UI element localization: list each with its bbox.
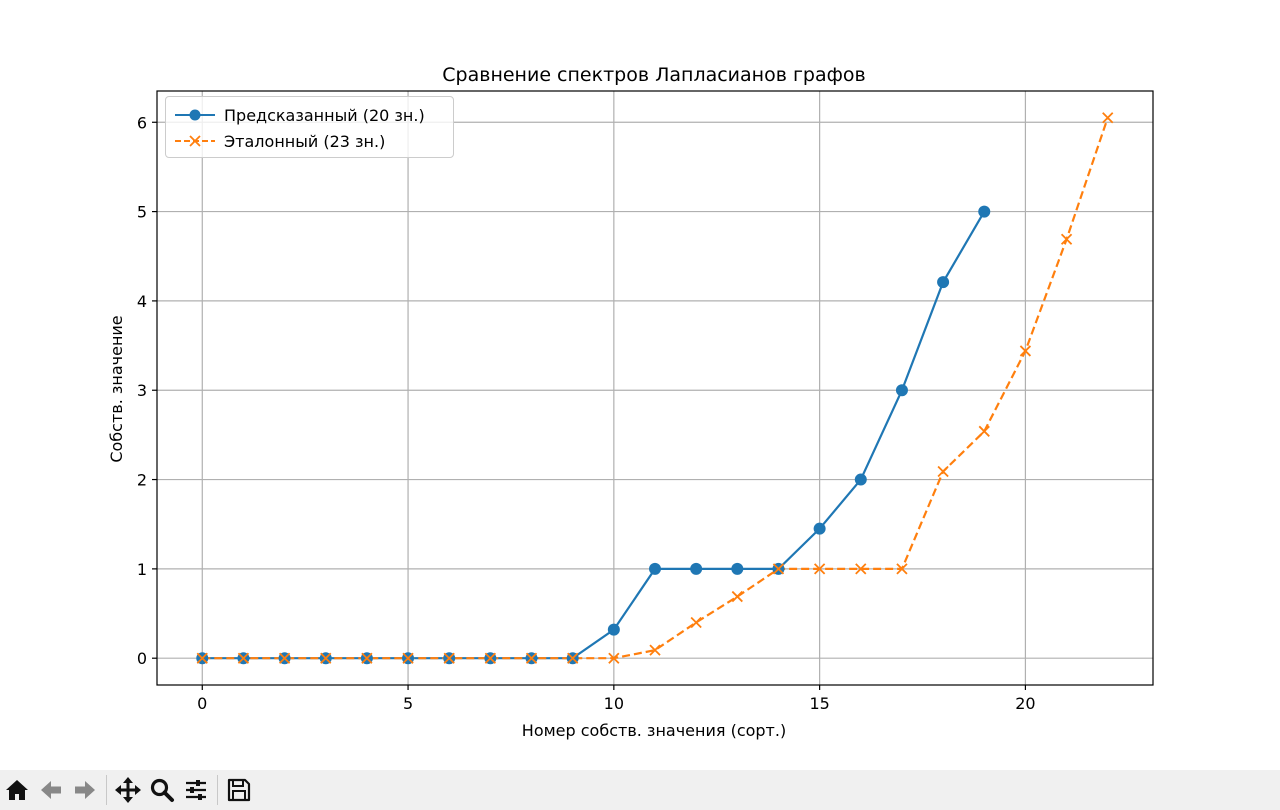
pan-icon	[115, 777, 141, 803]
data-point	[525, 652, 538, 664]
legend-item-predicted: Предсказанный (20 зн.)	[166, 103, 453, 127]
home-icon	[6, 780, 28, 800]
y-tick-label: 3	[137, 381, 147, 400]
y-tick-label: 1	[137, 560, 147, 579]
data-point	[895, 384, 908, 397]
chart-title: Сравнение спектров Лапласианов графов	[442, 64, 865, 86]
data-point	[361, 652, 373, 664]
data-point	[855, 563, 867, 575]
y-tick-label: 2	[137, 471, 147, 490]
data-point	[1019, 345, 1032, 357]
legend-label-predicted: Предсказанный (20 зн.)	[224, 106, 425, 125]
data-point	[978, 425, 990, 437]
data-point	[937, 276, 950, 289]
grid	[157, 91, 1153, 685]
data-point	[813, 522, 826, 535]
x-axis-label: Номер собств. значения (сорт.)	[522, 721, 786, 740]
back-button[interactable]	[34, 773, 68, 807]
zoom-button[interactable]	[145, 773, 179, 807]
data-point	[607, 623, 620, 636]
figure: 0 5 10 15 20 0 1 2 3 4 5 6 Сравнение спектров Лапла…	[107, 64, 1154, 740]
ticks: 0 5 10 15 20 0 1 2 3 4 5 6	[137, 113, 1036, 713]
x-tick-label: 15	[809, 694, 829, 713]
series-layer	[196, 112, 1114, 665]
home-button[interactable]	[0, 773, 34, 807]
data-point	[690, 616, 702, 629]
x-tick-label: 10	[604, 694, 624, 713]
save-icon	[227, 778, 251, 802]
y-tick-label: 0	[137, 649, 147, 668]
x-tick-label: 5	[403, 694, 413, 713]
y-tick-label: 5	[137, 203, 147, 222]
toolbar	[0, 770, 1280, 810]
data-point	[484, 652, 497, 664]
x-tick-label: 20	[1015, 694, 1035, 713]
series-line-1	[202, 117, 1109, 660]
data-point	[854, 473, 867, 486]
data-point	[1060, 233, 1073, 245]
y-tick-label: 4	[137, 292, 147, 311]
data-point	[731, 590, 743, 603]
forward-arrow-icon	[75, 781, 95, 799]
data-point	[320, 652, 332, 664]
data-point	[649, 644, 661, 656]
data-point	[567, 652, 579, 664]
toolbar-separator	[106, 775, 107, 805]
legend: Предсказанный (20 зн.) Эталонный (23 зн.…	[165, 96, 454, 158]
data-point	[813, 563, 826, 575]
y-tick-label: 6	[137, 113, 147, 132]
data-point	[731, 562, 744, 575]
back-arrow-icon	[41, 781, 61, 799]
data-point	[278, 652, 291, 664]
pan-button[interactable]	[111, 773, 145, 807]
axes-frame	[156, 90, 1154, 686]
data-point	[896, 563, 908, 575]
y-axis-label: Собств. значение	[107, 315, 126, 462]
data-point	[402, 652, 414, 664]
legend-marker-predicted	[175, 109, 215, 121]
data-point	[690, 562, 703, 575]
legend-marker-reference	[175, 135, 215, 147]
legend-item-reference: Эталонный (23 зн.)	[166, 129, 453, 153]
data-point	[443, 652, 455, 664]
toolbar-separator	[217, 775, 218, 805]
configure-subplots-icon	[186, 780, 206, 800]
forward-button[interactable]	[68, 773, 102, 807]
zoom-icon	[150, 778, 174, 802]
data-point	[772, 563, 785, 575]
configure-subplots-button[interactable]	[179, 773, 213, 807]
data-point	[196, 652, 208, 664]
data-point	[937, 465, 949, 478]
series-line-0	[202, 211, 986, 660]
data-point	[1102, 112, 1114, 124]
x-tick-label: 0	[197, 694, 207, 713]
data-point	[237, 652, 250, 664]
save-button[interactable]	[222, 773, 256, 807]
data-point	[649, 562, 661, 575]
data-point	[608, 652, 620, 664]
legend-label-reference: Эталонный (23 зн.)	[224, 132, 386, 151]
data-point	[978, 205, 991, 218]
